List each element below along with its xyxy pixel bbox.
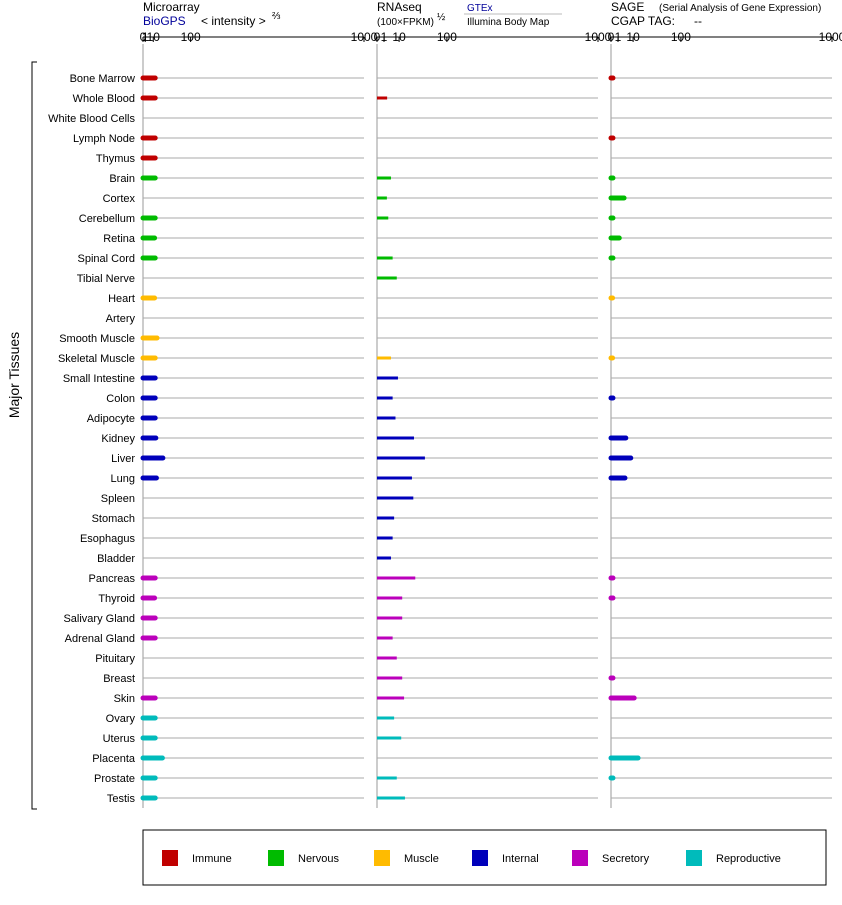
tissue-label: Artery: [106, 313, 136, 325]
tissue-label: Bladder: [97, 553, 135, 565]
legend-swatch-immune: [162, 850, 178, 866]
tissue-label: Ovary: [106, 713, 136, 725]
tissue-label: Spinal Cord: [78, 253, 135, 265]
tissue-label: Testis: [107, 793, 136, 805]
tissue-label: Pituitary: [95, 653, 135, 665]
legend: Immune Nervous Muscle Internal Secretory Repr…: [162, 850, 781, 866]
tissue-label: Skin: [114, 693, 135, 705]
tissue-label: Bone Marrow: [70, 73, 135, 85]
tissue-label: Kidney: [101, 433, 135, 445]
tissue-label: White Blood Cells: [48, 113, 135, 125]
rnaseq-tick-label: 100: [437, 30, 457, 44]
tissue-label: Colon: [106, 393, 135, 405]
legend-swatch-internal: [472, 850, 488, 866]
rnaseq-scale-label: (100×FPKM): [377, 17, 434, 28]
tissue-label: Thymus: [96, 153, 136, 165]
legend-label-secretory: Secretory: [602, 853, 650, 865]
tissue-label: Esophagus: [80, 533, 136, 545]
rnaseq-tick-label: 1: [381, 30, 388, 44]
bars-layer: [140, 75, 641, 801]
sage-tick-label: 10: [626, 30, 640, 44]
tissue-label: Cortex: [103, 193, 136, 205]
tissue-label: Tibial Nerve: [77, 273, 135, 285]
microarray-tick-label: 100: [181, 30, 201, 44]
side-label: Major Tissues: [6, 332, 22, 418]
rnaseq-title: RNAseq: [377, 0, 422, 14]
tissue-label: Liver: [111, 453, 135, 465]
tissue-label: Spleen: [101, 493, 135, 505]
microarray-source: BioGPS: [143, 14, 186, 28]
rnaseq-axis: 0 1 10 100 1000: [374, 30, 612, 808]
tissue-label: Breast: [103, 673, 135, 685]
legend-swatch-muscle: [374, 850, 390, 866]
microarray-title: Microarray: [143, 0, 200, 14]
legend-box: [142, 829, 827, 886]
axes-layer: 011010010000110100100001101001000: [140, 30, 842, 808]
tissue-label: Heart: [108, 293, 135, 305]
legend-label-internal: Internal: [502, 853, 539, 865]
microarray-tick-label: 0: [140, 30, 147, 44]
legend-label-reproductive: Reproductive: [716, 853, 781, 865]
sage-tick-label: 100: [671, 30, 691, 44]
microarray-scale-label: < intensity >: [201, 14, 266, 28]
cgap-label: CGAP TAG:: [611, 14, 675, 28]
rnaseq-scale-exp: ½: [437, 12, 446, 23]
tissue-label: Placenta: [92, 753, 136, 765]
tissue-label: Skeletal Muscle: [58, 353, 135, 365]
sage-tick-label: 1: [615, 30, 622, 44]
rnaseq-header: RNAseq (100×FPKM) ½ GTEx Illumina Body M…: [377, 0, 562, 28]
tissue-label: Prostate: [94, 773, 135, 785]
rows-layer: Bone Marrow Whole Blood White Blood Cells L…: [48, 73, 832, 805]
microarray-tick-label: 1: [142, 30, 149, 44]
tissue-label: Smooth Muscle: [59, 333, 135, 345]
legend-swatch-nervous: [268, 850, 284, 866]
rnaseq-source-gtex: GTEx: [467, 3, 493, 14]
sage-tick-label: 0: [608, 30, 615, 44]
rnaseq-tick-label: 10: [392, 30, 406, 44]
tissue-label: Adrenal Gland: [65, 633, 135, 645]
rnaseq-source-illumina: Illumina Body Map: [467, 17, 550, 28]
legend-swatch-reproductive: [686, 850, 702, 866]
sage-subtitle: (Serial Analysis of Gene Expression): [659, 3, 821, 14]
tissue-label: Uterus: [103, 733, 136, 745]
rnaseq-tick-label: 1000: [585, 30, 612, 44]
tissue-label: Cerebellum: [79, 213, 135, 225]
sage-tick-label: 1000: [819, 30, 842, 44]
tissue-label: Retina: [103, 233, 136, 245]
legend-swatch-secretory: [572, 850, 588, 866]
microarray-tick-label: 10: [147, 30, 161, 44]
tissue-label: Brain: [109, 173, 135, 185]
sage-title: SAGE: [611, 0, 644, 14]
tissue-label: Thyroid: [98, 593, 135, 605]
microarray-scale-exp: ⅔: [272, 11, 281, 22]
legend-label-nervous: Nervous: [298, 853, 339, 865]
microarray-tick-label: 1000: [351, 30, 378, 44]
cgap-value: --: [694, 14, 702, 28]
legend-label-muscle: Muscle: [404, 853, 439, 865]
tissue-label: Pancreas: [89, 573, 136, 585]
tissue-label: Small Intestine: [63, 373, 135, 385]
tissue-bracket: [31, 61, 37, 810]
tissue-label: Stomach: [92, 513, 135, 525]
tissue-label: Lymph Node: [73, 133, 135, 145]
tissue-label: Whole Blood: [73, 93, 135, 105]
legend-label-immune: Immune: [192, 853, 232, 865]
microarray-header: Microarray BioGPS < intensity > ⅔: [143, 0, 281, 28]
sage-axis: 01 10 100 1000: [608, 30, 842, 808]
sage-header: SAGE (Serial Analysis of Gene Expression…: [611, 0, 821, 28]
tissue-label: Lung: [111, 473, 135, 485]
tissue-label: Salivary Gland: [63, 613, 135, 625]
rnaseq-tick-label: 0: [374, 30, 381, 44]
tissue-label: Adipocyte: [87, 413, 135, 425]
